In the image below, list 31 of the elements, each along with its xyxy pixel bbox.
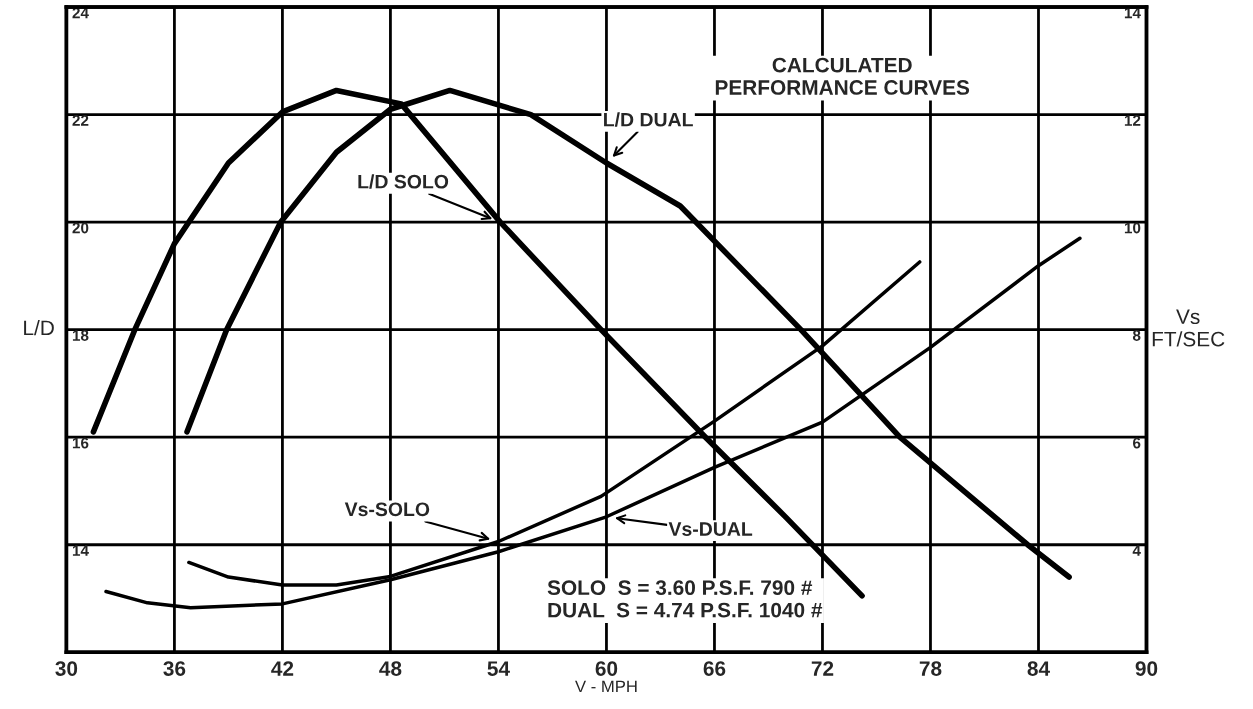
y-tick-label: 14 bbox=[72, 545, 89, 556]
x-tick-label: 72 bbox=[811, 661, 834, 676]
y-tick-label: 22 bbox=[72, 115, 89, 126]
y2-axis-title: Vs FT/SEC bbox=[1152, 309, 1225, 347]
legend-label: Vs-DUAL bbox=[668, 522, 753, 536]
x-tick-label: 30 bbox=[55, 661, 78, 676]
y2-tick-label: 6 bbox=[1133, 437, 1141, 449]
x-tick-label: 90 bbox=[1135, 661, 1158, 676]
series-label: L/D SOLO bbox=[358, 174, 449, 189]
y-tick-label: 18 bbox=[72, 330, 89, 341]
y-axis-title: L/D bbox=[24, 319, 54, 336]
x-tick-label: 48 bbox=[379, 661, 402, 676]
y2-tick-label: 10 bbox=[1124, 222, 1141, 234]
y2-tick-label: 4 bbox=[1132, 545, 1141, 556]
x-axis-title: V - MPH bbox=[575, 680, 637, 693]
annotation: SOLO S = 3.60 P.S.F. 790 # DUAL S = 4.74 P.S.F. 1040 # bbox=[547, 580, 823, 618]
annotation: CALCULATED PERFORMANCE CURVES bbox=[715, 57, 970, 95]
series-label: L/D DUAL bbox=[604, 112, 693, 127]
x-tick-label: 66 bbox=[703, 661, 726, 676]
text: Vs-SOLO bbox=[344, 502, 430, 517]
x-tick-label: 60 bbox=[595, 661, 618, 676]
y-tick-label: 24 bbox=[72, 7, 89, 19]
y-tick-label: 16 bbox=[72, 437, 89, 449]
y2-tick-label: 8 bbox=[1132, 330, 1141, 341]
x-tick-label: 36 bbox=[163, 661, 186, 676]
x-tick-label: 78 bbox=[919, 661, 942, 676]
y2-tick-label: 12 bbox=[1124, 115, 1141, 126]
x-tick-label: 42 bbox=[271, 661, 294, 676]
y-tick-label: 20 bbox=[72, 222, 89, 234]
x-tick-label: 54 bbox=[487, 661, 510, 676]
x-tick-label: 84 bbox=[1027, 661, 1050, 676]
